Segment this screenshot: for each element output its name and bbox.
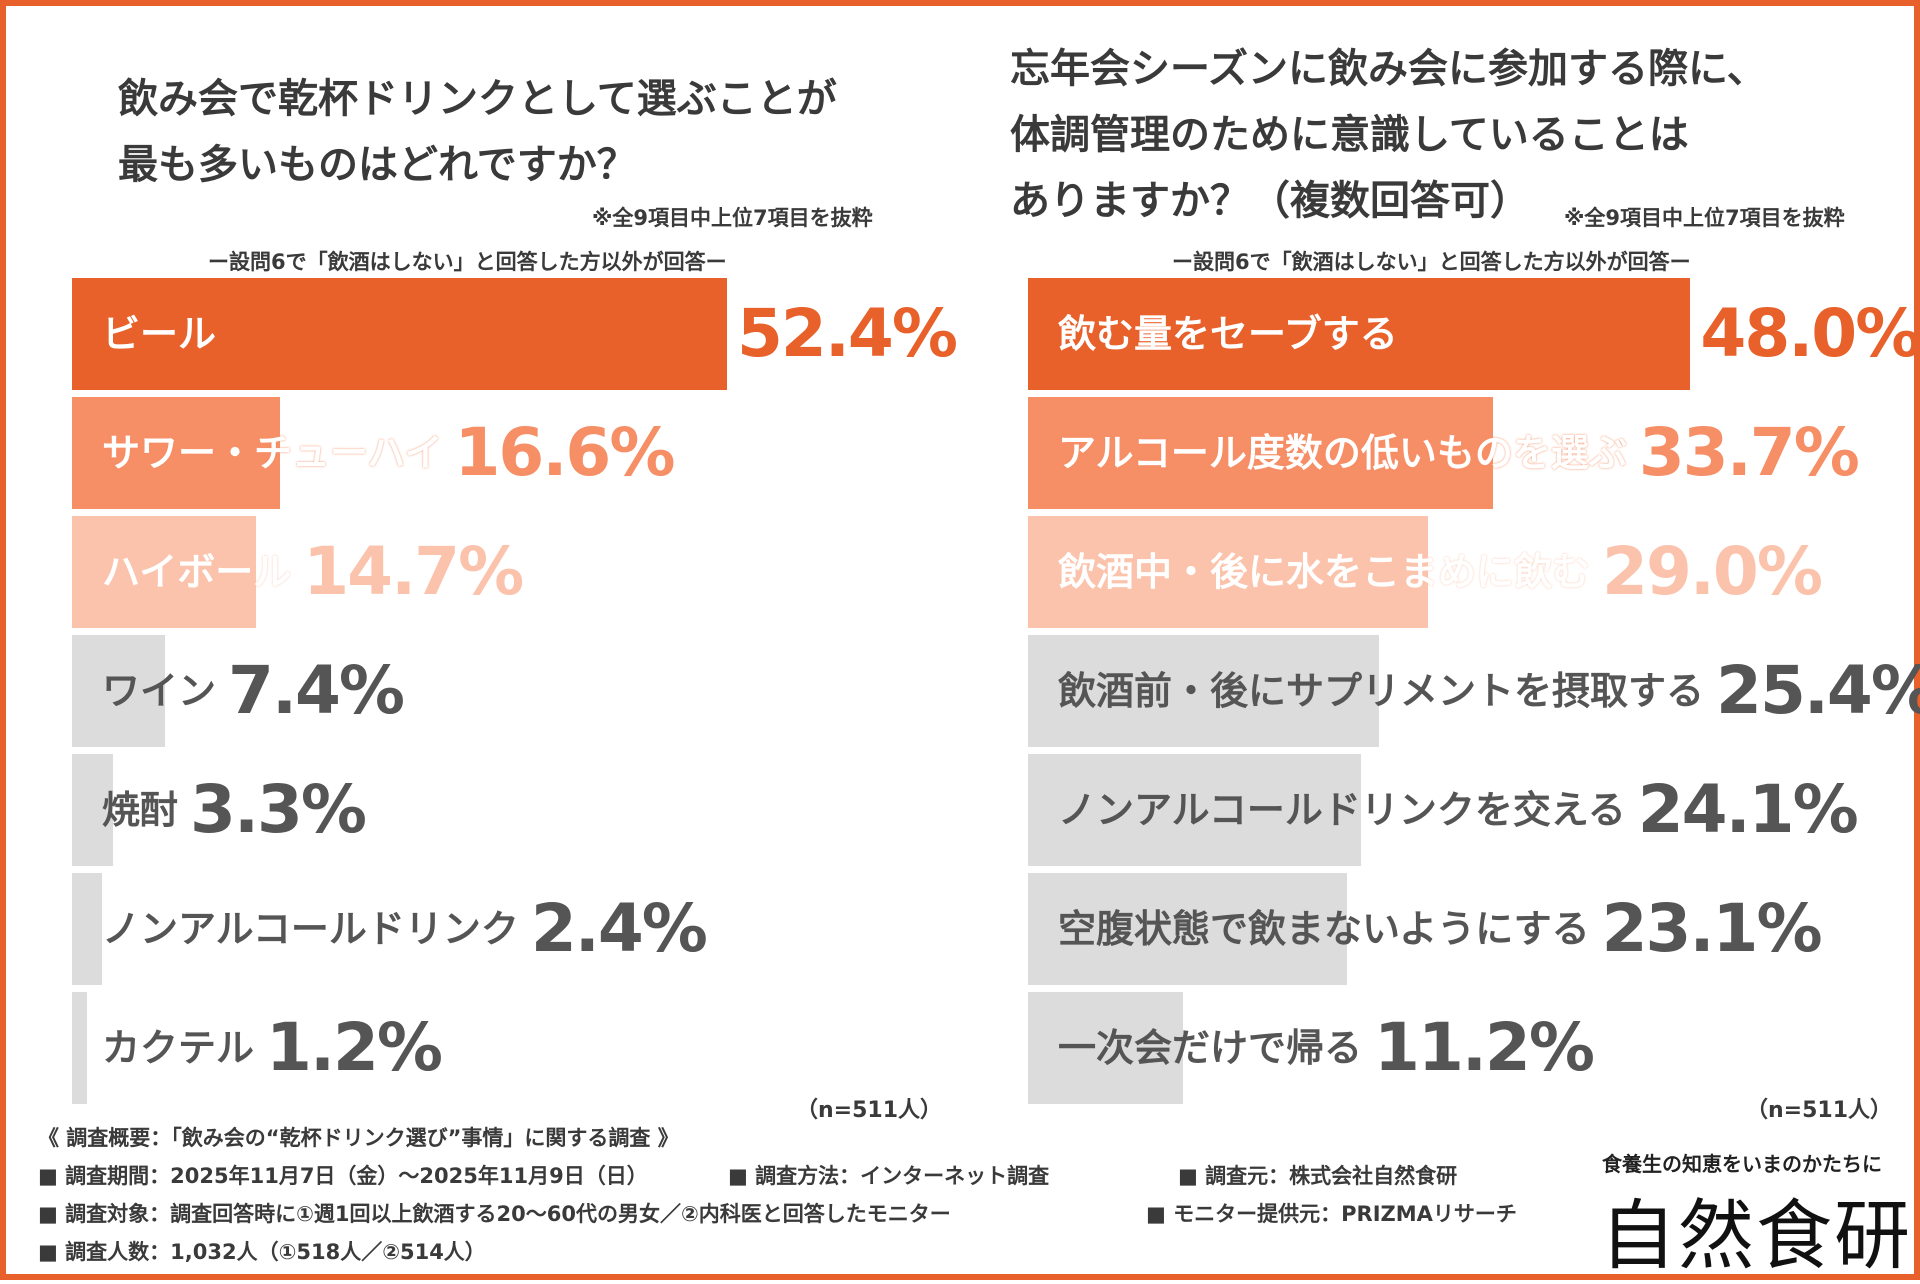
right-chart-note: ※全9項目中上位7項目を抜粋 — [1564, 206, 1845, 230]
left-bar-value: 7.4% — [228, 652, 405, 729]
left-bar-row: ワイン 7.4% — [72, 635, 932, 747]
right-bar-label: アルコール度数の低いものを選ぶ — [1058, 431, 1627, 475]
right-bar — [1028, 992, 1183, 1104]
right-bar — [1028, 754, 1361, 866]
right-bar-row: アルコール度数の低いものを選ぶ 33.7% — [1028, 397, 1888, 509]
left-bar-label: ハイボール — [102, 550, 292, 594]
brand-tagline: 食養生の知恵をいまのかたちに — [1602, 1152, 1882, 1176]
right-bar-row: 飲酒前・後にサプリメントを摂取する 25.4% — [1028, 635, 1920, 747]
right-bar-row: 空腹状態で飲まないようにする 23.1% — [1028, 873, 1888, 985]
right-bar-label: ノンアルコールドリンクを交える — [1058, 788, 1626, 832]
left-bar — [72, 635, 165, 747]
right-bar-value: 48.0% — [1700, 295, 1920, 372]
survey-method: ■ 調査方法：インターネット調査 — [728, 1164, 1050, 1188]
left-bar-value: 52.4% — [737, 295, 958, 372]
left-bar-label: ノンアルコールドリンク — [102, 907, 519, 951]
survey-period: ■ 調査期間：2025年11月7日（金）〜2025年11月9日（日） — [38, 1164, 648, 1188]
left-bar — [72, 992, 87, 1104]
left-bar-row: サワー・チューハイ 16.6% — [72, 397, 932, 509]
left-bar-value: 2.4% — [530, 890, 708, 967]
left-bar-row: カクテル 1.2% — [72, 992, 932, 1104]
left-bar — [72, 516, 256, 628]
left-bar-label: ビール — [102, 312, 217, 356]
right-chart-subnote: ー設問6で「飲酒はしない」と回答した方以外が回答ー — [1172, 250, 1691, 274]
right-bar-value: 23.1% — [1601, 890, 1823, 967]
brand-logo: 自然食研 — [1600, 1191, 1912, 1280]
right-bar — [1028, 278, 1691, 390]
survey-count: ■ 調査人数：1,032人（①518人／②514人） — [38, 1240, 486, 1264]
right-bar-row: 飲酒中・後に水をこまめに飲む 29.0% — [1028, 516, 1888, 628]
left-bar-label: ワイン — [102, 669, 217, 713]
left-bar-value: 14.7% — [303, 533, 524, 610]
left-bar-value: 3.3% — [190, 771, 367, 848]
right-bar-label: 飲む量をセーブする — [1058, 312, 1398, 356]
survey-source: ■ 調査元：株式会社自然食研 — [1178, 1164, 1458, 1188]
right-bar-label: 飲酒中・後に水をこまめに飲む — [1058, 550, 1591, 594]
left-sample-size: （n=511人） — [796, 1098, 943, 1123]
right-bar — [1028, 635, 1379, 747]
right-bar-label: 一次会だけで帰る — [1058, 1026, 1363, 1070]
left-bar-label: カクテル — [102, 1026, 255, 1070]
right-bar-value: 29.0% — [1602, 533, 1823, 610]
right-bar-value: 33.7% — [1638, 414, 1860, 491]
left-chart-subnote: ー設問6で「飲酒はしない」と回答した方以外が回答ー — [208, 250, 727, 274]
right-bar-row: 一次会だけで帰る 11.2% — [1028, 992, 1888, 1104]
left-bar — [72, 873, 102, 985]
survey-heading: 《 調査概要：「飲み会の“乾杯ドリンク選び”事情」に関する調査 》 — [38, 1126, 679, 1150]
right-bar-label: 空腹状態で飲まないようにする — [1058, 907, 1590, 951]
left-bar-label: サワー・チューハイ — [102, 431, 443, 475]
right-bar — [1028, 873, 1347, 985]
left-bar-row: ハイボール 14.7% — [72, 516, 932, 628]
left-bar-label: 焼酎 — [102, 788, 179, 832]
left-bar — [72, 754, 114, 866]
left-bar-value: 1.2% — [266, 1009, 443, 1086]
left-bar-row: ノンアルコールドリンク 2.4% — [72, 873, 932, 985]
right-bar-row: 飲む量をセーブする 48.0% — [1028, 278, 1920, 390]
left-bar — [72, 278, 727, 390]
left-chart-title: 飲み会で乾杯ドリンクとして選ぶことが 最も多いものはどれですか？ — [118, 76, 837, 188]
survey-target: ■ 調査対象：調査回答時に①週1回以上飲酒する20〜60代の男女／②内科医と回答… — [38, 1202, 951, 1226]
left-bar-value: 16.6% — [454, 414, 675, 491]
left-bar-row: ビール 52.4% — [72, 278, 958, 390]
right-bar-label: 飲酒前・後にサプリメントを摂取する — [1058, 669, 1705, 713]
left-bar — [72, 397, 280, 509]
right-sample-size: （n=511人） — [1746, 1098, 1893, 1123]
right-bar-row: ノンアルコールドリンクを交える 24.1% — [1028, 754, 1888, 866]
right-chart-title: 忘年会シーズンに飲み会に参加する際に、 体調管理のために意識していることは あり… — [1010, 46, 1767, 224]
right-bar-value: 11.2% — [1374, 1009, 1595, 1086]
left-bar-row: 焼酎 3.3% — [72, 754, 932, 866]
right-bar — [1028, 397, 1494, 509]
right-bar — [1028, 516, 1429, 628]
right-bar-value: 24.1% — [1637, 771, 1859, 848]
right-bar-value: 25.4% — [1716, 652, 1920, 729]
survey-provider: ■ モニター提供元：PRIZMAリサーチ — [1146, 1202, 1517, 1226]
left-chart-note: ※全9項目中上位7項目を抜粋 — [592, 206, 873, 230]
